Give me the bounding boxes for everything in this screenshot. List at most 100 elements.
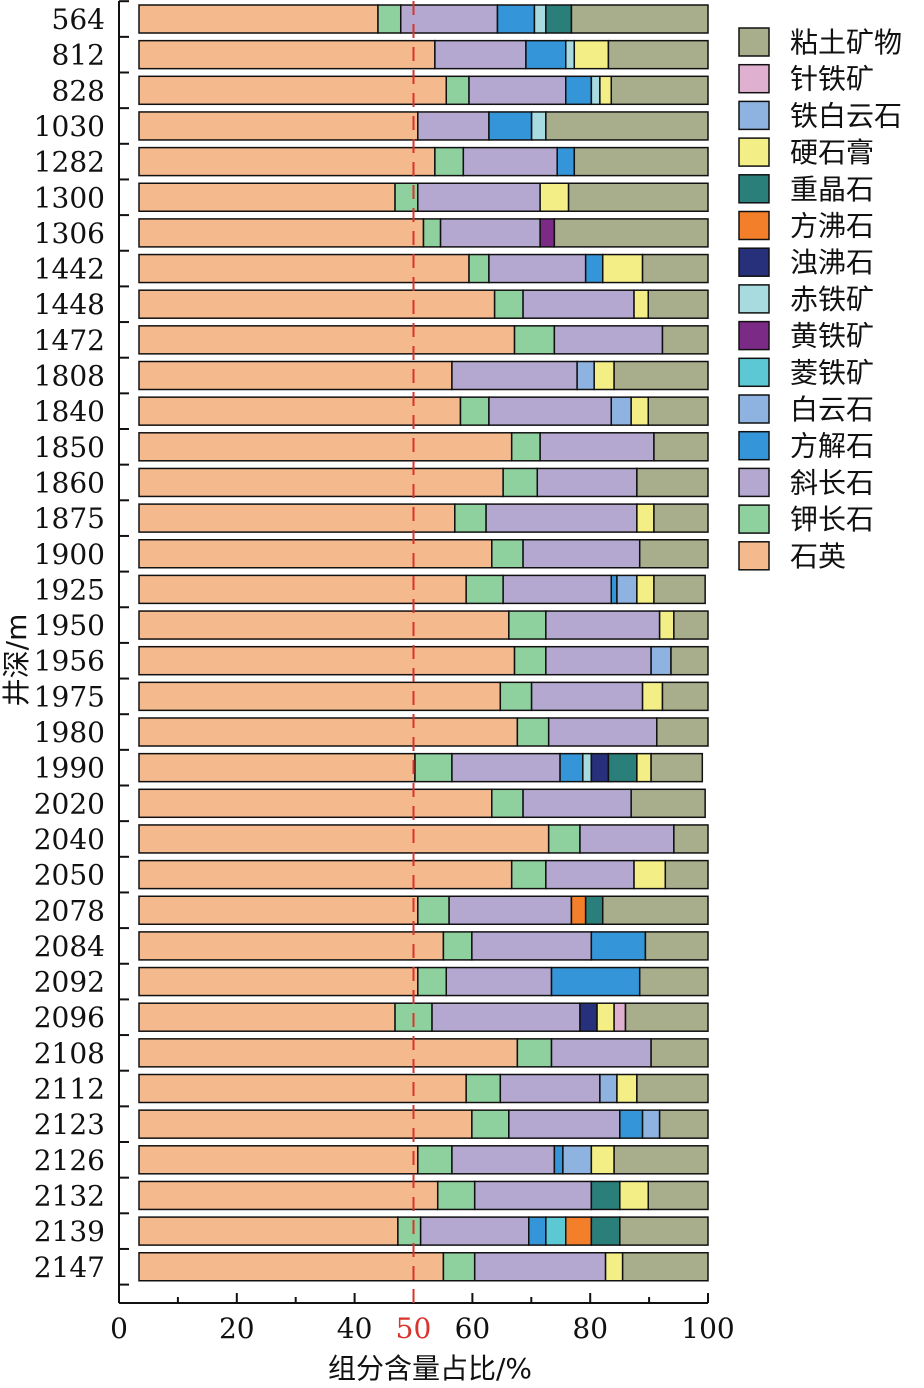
bar-segment-2132-10 <box>590 1180 621 1211</box>
bar-segment-2020-0 <box>138 788 493 819</box>
bar-segment-1875-14 <box>653 503 709 533</box>
bar-segment-2096-11 <box>596 1002 615 1032</box>
bar-segment-1030-3 <box>488 111 533 141</box>
bar-segment-1442-11 <box>601 253 644 284</box>
bar-segment-2092-14 <box>638 966 709 997</box>
x-tick-label: 100 <box>681 1312 734 1345</box>
bar-segment-2092-2 <box>445 966 553 997</box>
legend-swatch <box>738 467 770 498</box>
legend-swatch <box>738 27 770 57</box>
bar-segment-2084-3 <box>590 931 647 961</box>
legend-label: 菱铁矿 <box>790 356 874 389</box>
bar-segment-1975-11 <box>641 681 664 712</box>
y-tick-label: 2112 <box>34 1073 105 1106</box>
bar-segment-564-0 <box>138 4 379 34</box>
bar-segment-1448-11 <box>633 289 650 319</box>
bar-segment-812-7 <box>565 39 576 70</box>
bar-segment-2020-2 <box>522 788 632 819</box>
bar-segment-1956-4 <box>650 645 672 676</box>
y-tick-label: 828 <box>52 74 105 107</box>
y-tick-label: 2020 <box>34 787 105 820</box>
bar-segment-564-10 <box>545 4 573 34</box>
bar-segment-2020-14 <box>630 788 706 819</box>
bar-segment-1472-0 <box>138 325 516 355</box>
y-tick-label: 2092 <box>34 966 105 999</box>
bar-segment-1448-14 <box>647 289 709 319</box>
bar-segment-2050-11 <box>633 859 667 890</box>
bar-segment-2096-2 <box>431 1002 581 1032</box>
y-axis-title: 井深/m <box>0 614 33 707</box>
bar-segment-2096-13 <box>613 1002 627 1032</box>
y-tick-label: 2147 <box>34 1251 105 1284</box>
bar-segment-2040-1 <box>547 824 581 854</box>
bar-segment-1850-2 <box>539 432 655 462</box>
bar-segment-1956-2 <box>545 645 652 676</box>
bar-segment-1900-2 <box>522 539 641 569</box>
bar-segment-1808-0 <box>138 360 453 391</box>
bar-segment-1030-2 <box>417 111 490 141</box>
legend: 粘土矿物针铁矿铁白云石硬石膏重晶石方沸石浊沸石赤铁矿黄铁矿菱铁矿白云石方解石斜长… <box>738 26 902 573</box>
bar-segment-2112-2 <box>499 1073 601 1104</box>
bar-segment-1990-0 <box>138 752 416 783</box>
bar-segment-2050-14 <box>664 859 709 890</box>
legend-label: 白云石 <box>790 393 874 426</box>
bar-segment-2126-4 <box>562 1145 593 1175</box>
bar-segment-2108-2 <box>550 1038 652 1068</box>
legend-swatch <box>738 504 770 534</box>
bar-segment-1950-14 <box>673 610 709 640</box>
bar-segment-1808-14 <box>613 360 709 391</box>
legend-label: 石英 <box>790 540 846 573</box>
bar-segment-2126-3 <box>553 1145 564 1175</box>
bar-segment-1950-2 <box>545 610 661 640</box>
bar-segment-1860-0 <box>138 467 504 498</box>
bar-segment-2126-1 <box>417 1145 453 1175</box>
bar-segment-2112-4 <box>599 1073 618 1104</box>
x-tick-label: 40 <box>337 1312 373 1345</box>
legend-swatch <box>738 430 770 461</box>
y-tick-label: 2084 <box>34 930 105 963</box>
bar-segment-1030-0 <box>138 111 419 141</box>
bar-segment-2078-9 <box>570 895 587 925</box>
legend-label: 斜长石 <box>790 466 874 499</box>
bar-segment-2078-14 <box>601 895 709 925</box>
bar-segment-1875-2 <box>485 503 638 533</box>
bar-segment-812-3 <box>525 39 567 70</box>
y-tick-label: 1980 <box>34 716 105 749</box>
bar-segment-828-14 <box>610 75 709 106</box>
bar-segment-1990-7 <box>582 752 593 783</box>
bars-layer <box>138 4 709 1282</box>
bar-segment-1850-0 <box>138 432 513 462</box>
y-tick-label: 1306 <box>34 217 105 250</box>
bar-segment-1442-0 <box>138 253 470 284</box>
bar-segment-1448-1 <box>493 289 524 319</box>
x-axis-title: 组分含量占比/% <box>328 1352 532 1385</box>
bar-segment-1442-14 <box>641 253 709 284</box>
bar-segment-1282-3 <box>556 146 576 177</box>
bar-segment-2096-14 <box>624 1002 709 1032</box>
legend-label: 针铁矿 <box>790 63 874 96</box>
bar-segment-2132-14 <box>647 1180 709 1211</box>
bar-segment-828-11 <box>599 75 613 106</box>
legend-swatch <box>738 174 770 204</box>
y-tick-label: 1300 <box>34 181 105 214</box>
y-tick-label: 1808 <box>34 360 105 393</box>
bar-segment-2112-14 <box>636 1073 709 1104</box>
bar-segment-828-7 <box>590 75 601 106</box>
bar-segment-2112-1 <box>465 1073 502 1104</box>
bar-segment-1860-1 <box>502 467 539 498</box>
bar-segment-812-2 <box>434 39 527 70</box>
bar-segment-828-0 <box>138 75 448 106</box>
bar-segment-2126-0 <box>138 1145 419 1175</box>
bar-segment-2132-1 <box>436 1180 476 1211</box>
bar-segment-2147-1 <box>442 1252 476 1282</box>
bar-segment-1300-14 <box>567 182 709 212</box>
legend-label: 浊沸石 <box>790 246 874 279</box>
bar-segment-1950-1 <box>508 610 547 640</box>
bar-segment-2123-2 <box>508 1109 621 1139</box>
bar-segment-1975-1 <box>499 681 533 712</box>
bar-segment-1808-2 <box>451 360 578 391</box>
y-tick-label: 2126 <box>34 1144 105 1177</box>
bar-segment-2108-14 <box>650 1038 709 1068</box>
y-tick-label: 564 <box>52 3 105 36</box>
y-tick-label: 2108 <box>34 1037 105 1070</box>
